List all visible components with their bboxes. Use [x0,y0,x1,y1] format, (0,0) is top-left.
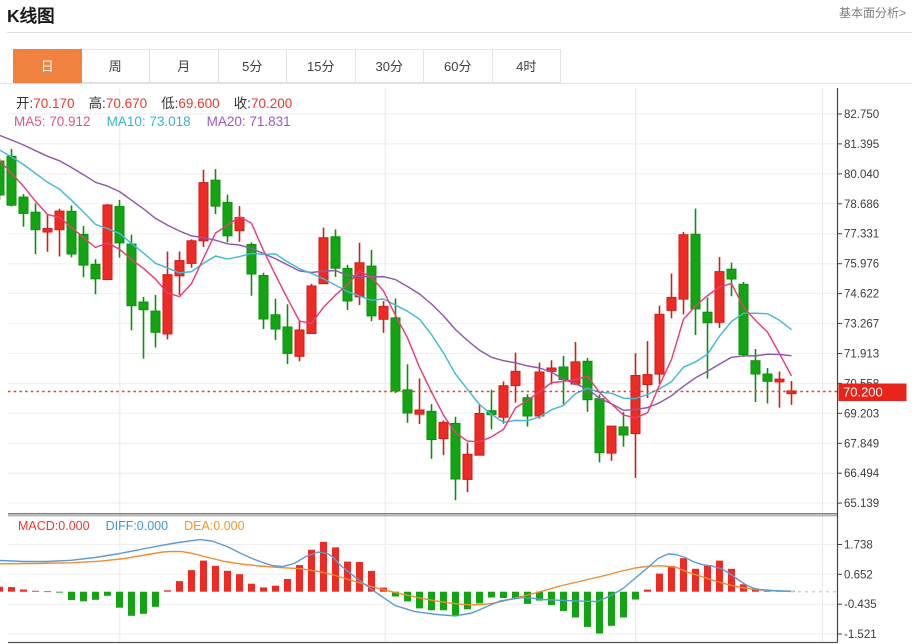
svg-text:81.395: 81.395 [844,139,879,151]
svg-text:70.200: 70.200 [843,385,883,400]
svg-text:73.267: 73.267 [844,319,879,331]
svg-text:69.203: 69.203 [844,408,879,420]
svg-text:66.494: 66.494 [844,468,880,480]
svg-text:65.139: 65.139 [844,498,879,510]
svg-text:74.622: 74.622 [844,289,879,301]
svg-text:82.750: 82.750 [844,109,879,121]
svg-text:67.849: 67.849 [844,438,879,450]
svg-text:1.738: 1.738 [844,540,873,552]
svg-text:-0.435: -0.435 [844,599,877,611]
svg-text:78.686: 78.686 [844,199,879,211]
svg-text:77.331: 77.331 [844,229,879,241]
svg-text:80.040: 80.040 [844,169,879,181]
svg-text:-1.521: -1.521 [844,629,877,641]
svg-text:0.652: 0.652 [844,569,873,581]
svg-text:75.976: 75.976 [844,259,879,271]
svg-text:71.913: 71.913 [844,349,879,361]
